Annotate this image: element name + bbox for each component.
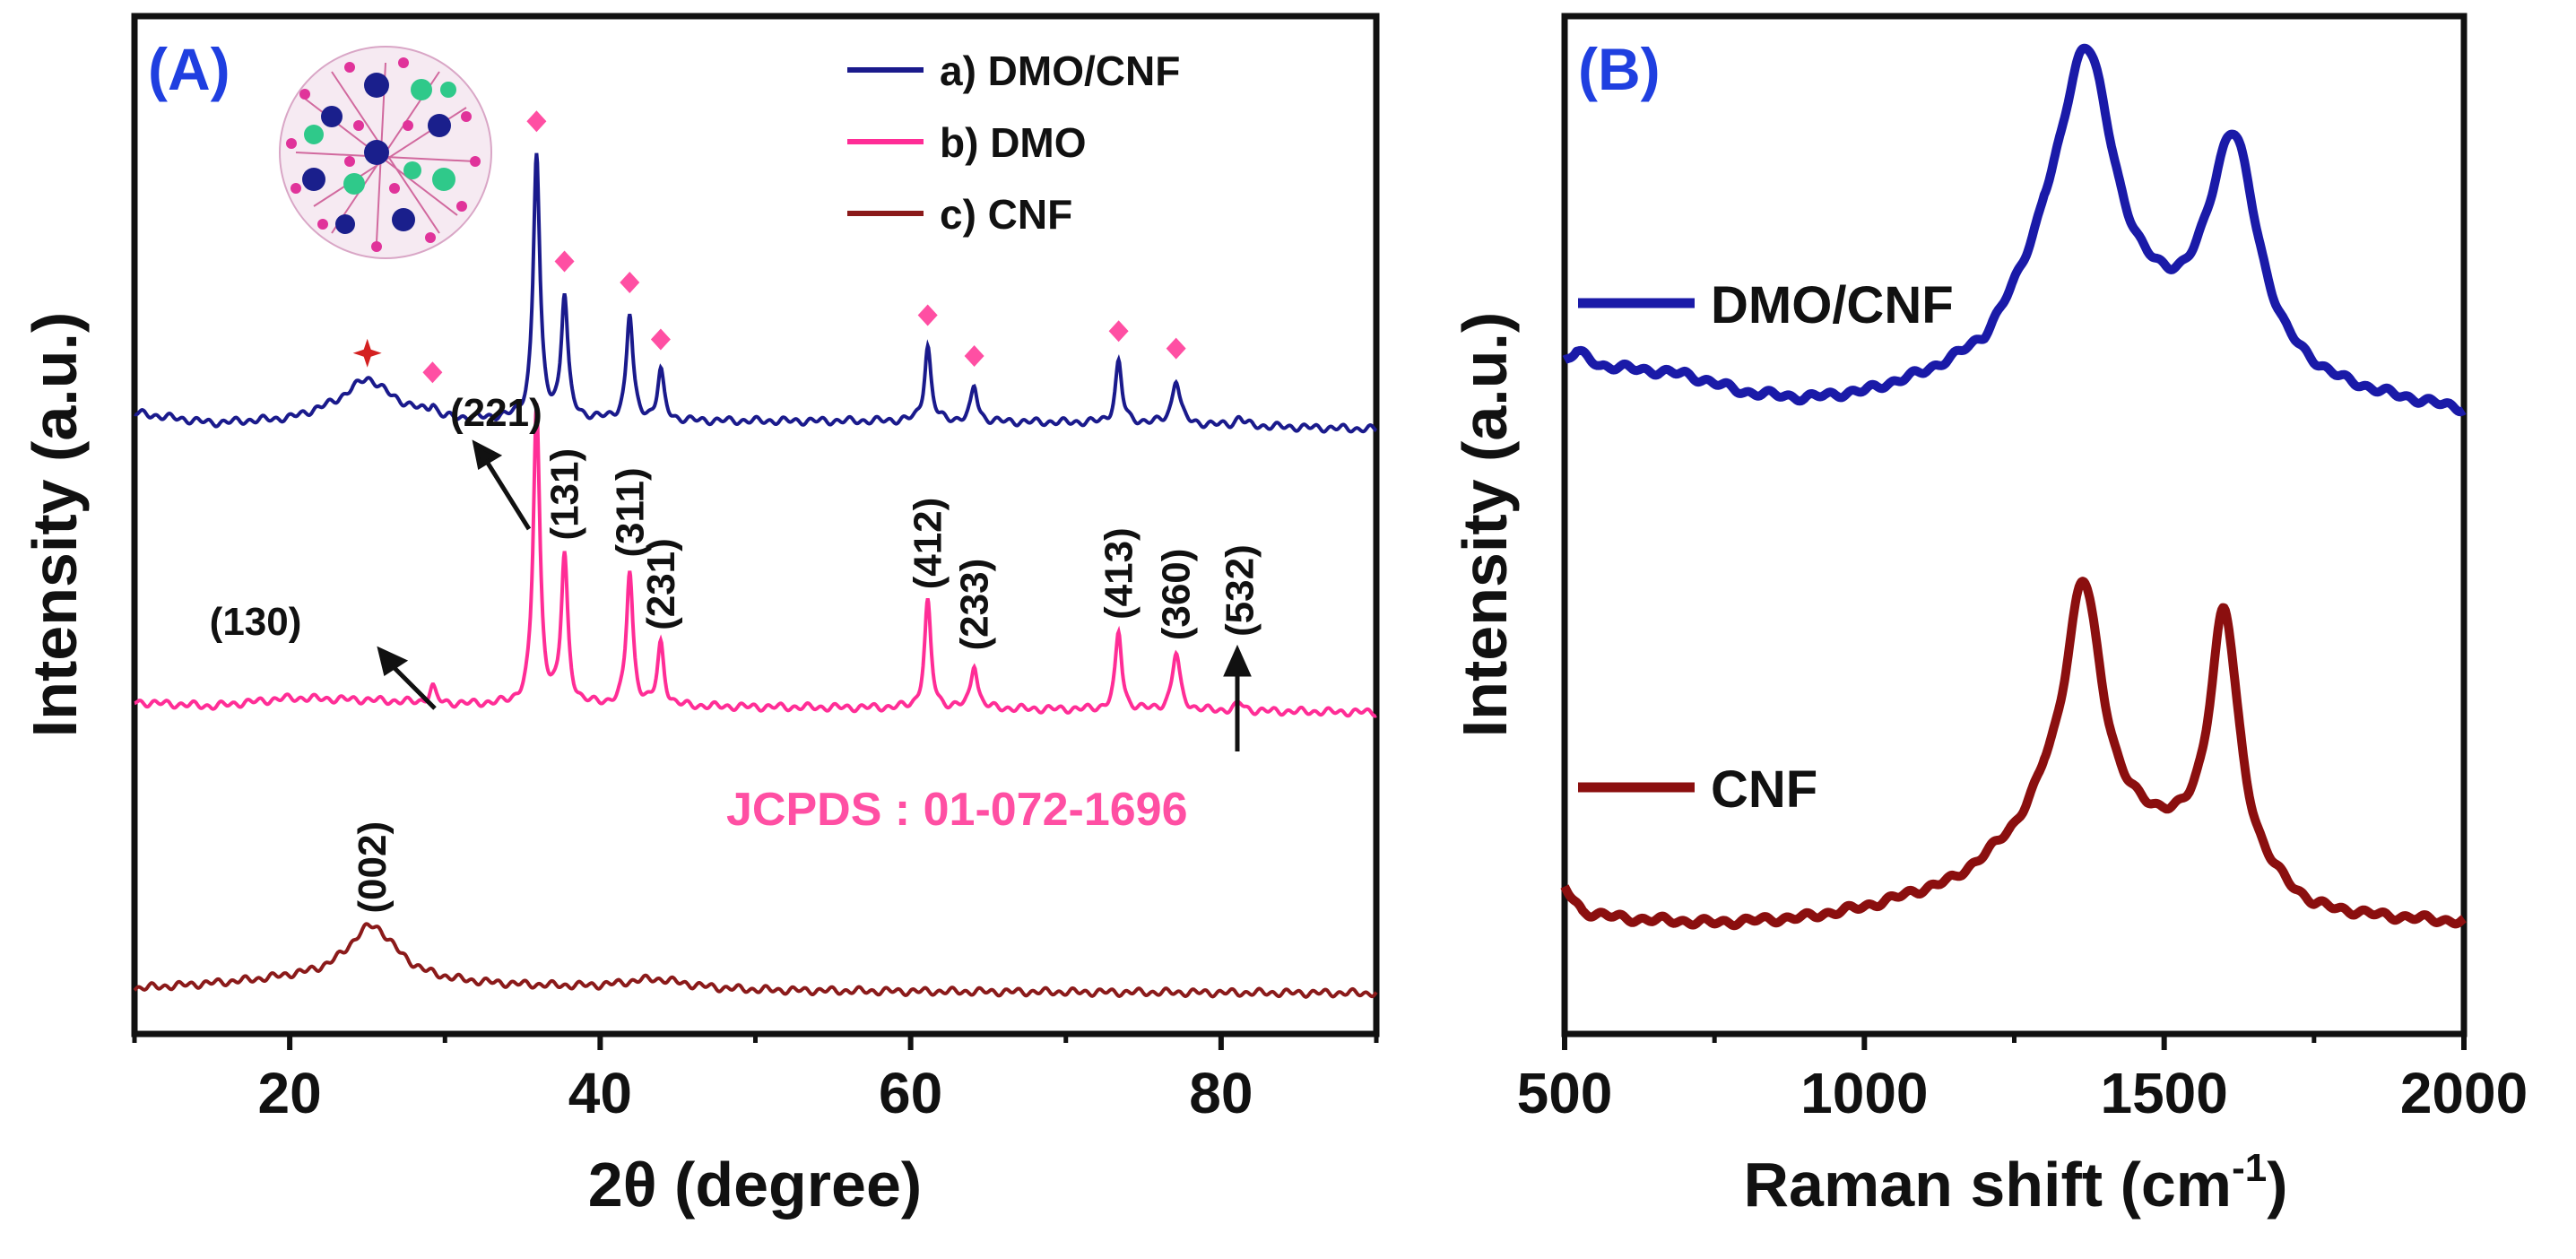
hkl-label: (233) <box>953 559 997 651</box>
hkl-label: (413) <box>1097 527 1141 620</box>
arrow-221-head <box>472 439 503 470</box>
diamond-marker <box>422 361 443 384</box>
diamond-marker <box>1166 337 1186 360</box>
hkl-label: (002) <box>351 821 395 914</box>
legend-label-dmo: b) DMO <box>940 119 1087 166</box>
x-tick-label-a: 40 <box>568 1061 632 1125</box>
hkl-arrows <box>377 439 1252 751</box>
panel-a-hkl-labels: (221)(131) (311)(231) (412)(233) (413) (360)… <box>210 391 1262 914</box>
hkl-label: (231) <box>639 538 683 630</box>
x-axis-title-b-suffix: ) <box>2267 1150 2287 1220</box>
jcpds-annotation: JCPDS : 01-072-1696 <box>726 784 1188 836</box>
panel-b-ticks: 500 1000 1500 2000 <box>1517 1034 2528 1125</box>
x-tick-label-b: 500 <box>1517 1061 1613 1125</box>
y-axis-title-b: Intensity (a.u.) <box>1450 312 1520 737</box>
diamond-marker <box>620 271 640 293</box>
hkl-label: (221) <box>450 391 542 435</box>
diamond-marker <box>554 250 575 273</box>
panel-b-raman: 500 1000 1500 2000 DMO/CNF CNF (B) Raman sh… <box>1450 13 2528 1220</box>
panel-a-xrd: 20 40 60 80 (221)(131) (311)(231) (412)(233)(… <box>20 13 1380 1220</box>
panel-b-series <box>1560 43 2468 931</box>
diamond-marker <box>917 304 938 326</box>
x-axis-title-b-main: Raman shift (cm <box>1744 1150 2233 1220</box>
x-tick-label-b: 1500 <box>2100 1061 2227 1125</box>
arrow-221 <box>481 456 532 531</box>
raman-series-2 <box>1560 577 2468 931</box>
xrd-series-2 <box>134 403 1377 718</box>
hkl-label: (412) <box>906 498 950 590</box>
diamond-marker <box>964 345 984 368</box>
x-tick-label-a: 20 <box>258 1061 322 1125</box>
diamond-marker <box>1108 320 1129 343</box>
panel-label-b: (B) <box>1578 36 1661 102</box>
xrd-series-3 <box>133 922 1378 999</box>
arrow-532-head <box>1223 644 1252 677</box>
panel-a-series <box>133 152 1378 999</box>
panel-label-a: (A) <box>148 36 230 102</box>
hkl-label: (360) <box>1155 549 1199 641</box>
x-tick-label-b: 2000 <box>2400 1061 2528 1125</box>
legend-a: a) DMO/CNF b) DMO c) CNF <box>847 48 1180 238</box>
crystal-structure-inset <box>279 46 492 259</box>
x-tick-label-a: 60 <box>879 1061 942 1125</box>
legend-label-b-cnf: CNF <box>1711 760 1817 819</box>
hkl-label: (532) <box>1219 544 1262 637</box>
legend-b: DMO/CNF CNF <box>1578 276 1954 819</box>
diamond-marker <box>650 328 671 351</box>
xrd-series-1 <box>134 152 1378 434</box>
panel-a-markers <box>352 110 1186 384</box>
y-axis-title-a: Intensity (a.u.) <box>20 312 90 737</box>
legend-label-cnf: c) CNF <box>940 191 1072 238</box>
hkl-label: (311) <box>608 467 652 557</box>
arrow-130 <box>386 660 437 710</box>
star-marker <box>352 338 382 368</box>
diamond-marker <box>526 110 547 133</box>
panel-a-ticks: 20 40 60 80 <box>132 1034 1379 1125</box>
hkl-label: (131) <box>543 448 587 541</box>
x-tick-label-a: 80 <box>1189 1061 1253 1125</box>
x-tick-label-b: 1000 <box>1800 1061 1928 1125</box>
raman-series-1 <box>1561 43 2468 417</box>
hkl-label: (130) <box>210 600 302 644</box>
legend-label-b-dmo-cnf: DMO/CNF <box>1711 276 1954 334</box>
x-axis-title-b-sup: -1 <box>2232 1146 2267 1190</box>
legend-label-dmo-cnf: a) DMO/CNF <box>940 48 1180 94</box>
x-axis-title-a: 2θ (degree) <box>588 1150 922 1220</box>
x-axis-title-b: Raman shift (cm-1) <box>1744 1146 2288 1220</box>
arrow-130-head <box>377 646 409 677</box>
